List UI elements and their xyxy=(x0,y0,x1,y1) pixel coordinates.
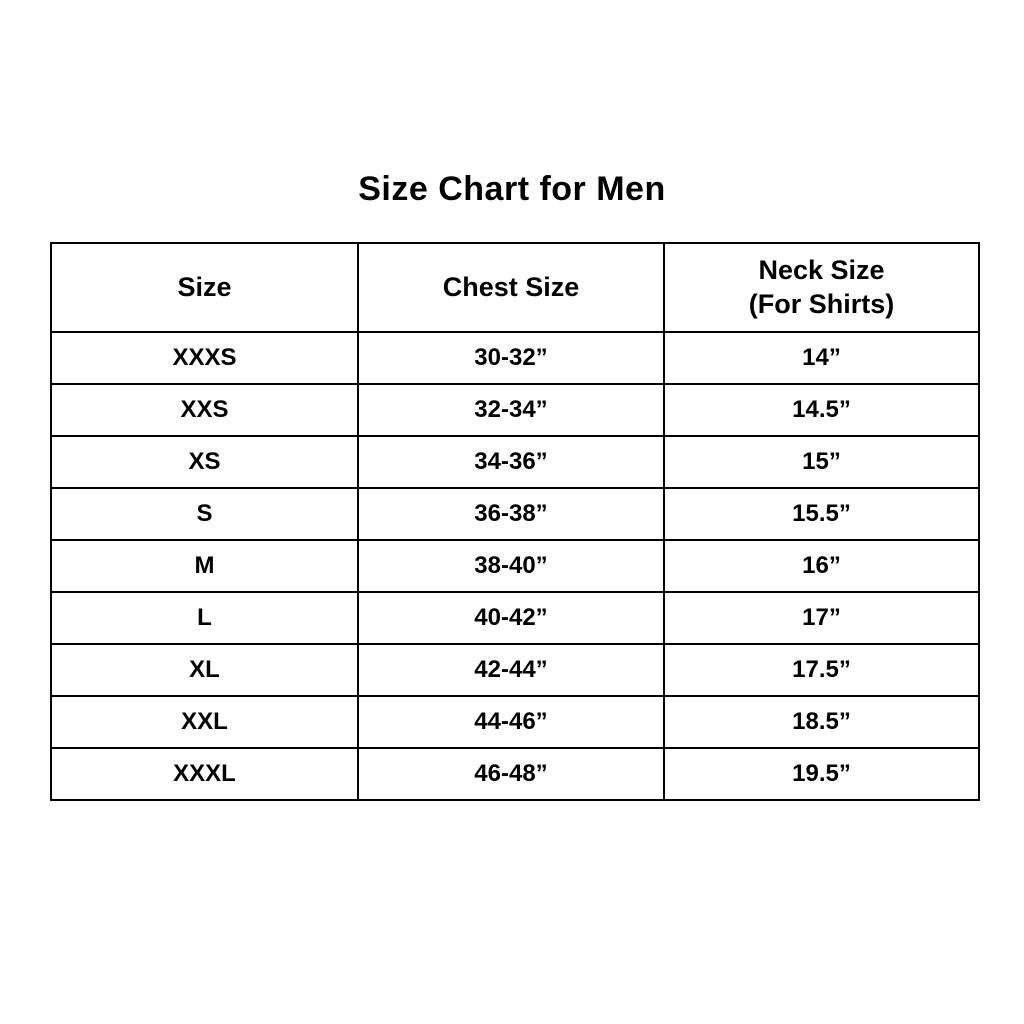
size-cell: XXXL xyxy=(50,747,359,801)
neck-size-cell: 14.5” xyxy=(663,383,980,437)
chest-size-cell: 46-48” xyxy=(357,747,665,801)
chest-size-cell: 32-34” xyxy=(357,383,665,437)
size-cell: S xyxy=(50,487,359,541)
column-header-neck-size-line1: Neck Size xyxy=(758,254,885,285)
size-cell: XL xyxy=(50,643,359,697)
table-row: L 40-42” 17” xyxy=(50,591,980,645)
neck-size-cell: 15.5” xyxy=(663,487,980,541)
chest-size-cell: 36-38” xyxy=(357,487,665,541)
size-cell: M xyxy=(50,539,359,593)
table-row: M 38-40” 16” xyxy=(50,539,980,593)
chest-size-cell: 34-36” xyxy=(357,435,665,489)
neck-size-cell: 15” xyxy=(663,435,980,489)
column-header-chest-size: Chest Size xyxy=(357,242,665,333)
neck-size-cell: 16” xyxy=(663,539,980,593)
chest-size-cell: 44-46” xyxy=(357,695,665,749)
neck-size-cell: 18.5” xyxy=(663,695,980,749)
size-cell: XXXS xyxy=(50,331,359,385)
page-title: Size Chart for Men xyxy=(358,170,666,208)
table-row: S 36-38” 15.5” xyxy=(50,487,980,541)
neck-size-cell: 19.5” xyxy=(663,747,980,801)
chest-size-cell: 42-44” xyxy=(357,643,665,697)
size-cell: XS xyxy=(50,435,359,489)
column-header-neck-size: Neck Size (For Shirts) xyxy=(663,242,980,333)
size-cell: L xyxy=(50,591,359,645)
neck-size-cell: 14” xyxy=(663,331,980,385)
size-cell: XXS xyxy=(50,383,359,437)
table-row: XXXL 46-48” 19.5” xyxy=(50,747,980,801)
column-header-size: Size xyxy=(50,242,359,333)
table-row: XXL 44-46” 18.5” xyxy=(50,695,980,749)
size-cell: XXL xyxy=(50,695,359,749)
neck-size-cell: 17.5” xyxy=(663,643,980,697)
table-row: XL 42-44” 17.5” xyxy=(50,643,980,697)
table-row: XXS 32-34” 14.5” xyxy=(50,383,980,437)
neck-size-cell: 17” xyxy=(663,591,980,645)
chest-size-cell: 30-32” xyxy=(357,331,665,385)
column-header-neck-size-line2: (For Shirts) xyxy=(748,288,895,319)
table-header-row: Size Chest Size Neck Size (For Shirts) xyxy=(50,242,980,333)
table-row: XXXS 30-32” 14” xyxy=(50,331,980,385)
chest-size-cell: 38-40” xyxy=(357,539,665,593)
size-chart-table: Size Chest Size Neck Size (For Shirts) X… xyxy=(50,242,980,801)
table-row: XS 34-36” 15” xyxy=(50,435,980,489)
chest-size-cell: 40-42” xyxy=(357,591,665,645)
